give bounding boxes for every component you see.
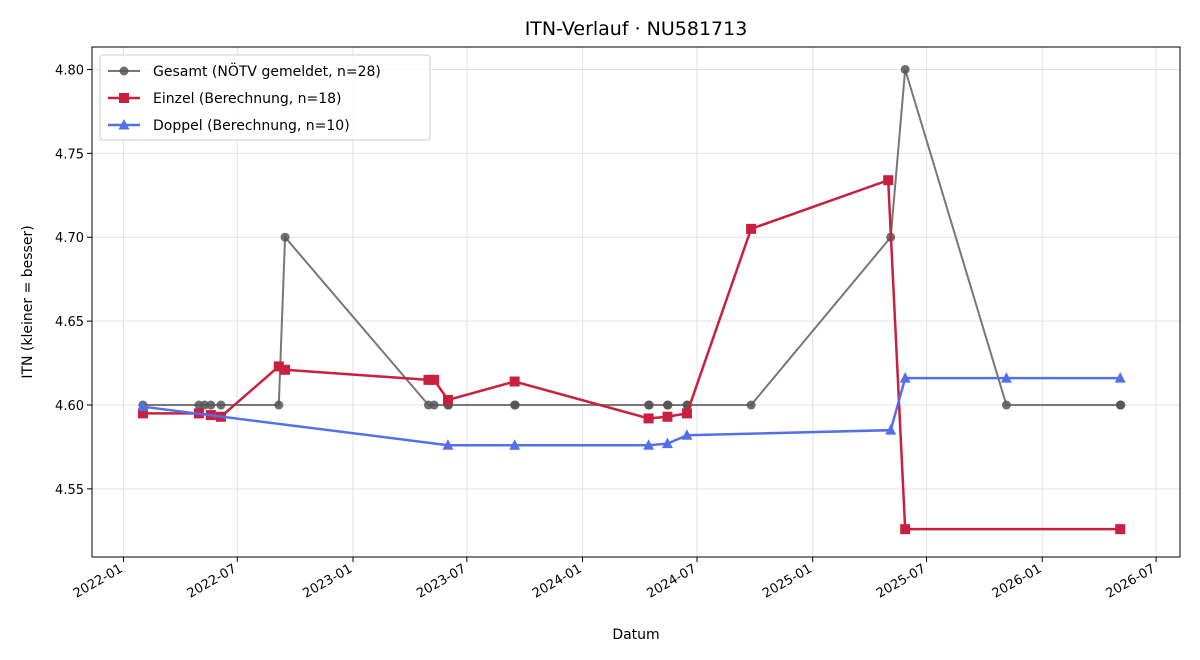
x-tick-label: 2026-01 xyxy=(990,561,1045,601)
data-point xyxy=(1116,400,1126,410)
data-point xyxy=(206,400,216,410)
data-point xyxy=(137,408,148,419)
x-tick-label: 2026-07 xyxy=(1104,561,1159,601)
y-tick-label: 4.60 xyxy=(55,399,84,414)
x-tick-label: 2024-01 xyxy=(530,561,585,601)
x-tick-label: 2023-07 xyxy=(414,561,469,601)
data-point xyxy=(200,400,210,410)
series-layer xyxy=(137,64,1126,535)
data-point xyxy=(661,437,673,449)
legend-marker xyxy=(119,66,129,76)
x-tick-label: 2022-01 xyxy=(71,561,126,601)
legend-marker xyxy=(118,119,130,130)
data-point xyxy=(746,400,756,410)
data-point xyxy=(216,400,226,410)
data-point xyxy=(885,424,897,435)
legend-entry: Gesamt (NÖTV gemeldet, n=28) xyxy=(108,62,381,80)
x-axis-title: Datum xyxy=(612,627,659,643)
data-point xyxy=(1114,372,1126,383)
y-tick-label: 4.70 xyxy=(55,231,84,246)
data-point xyxy=(900,64,910,74)
x-tick-label: 2025-01 xyxy=(760,561,815,601)
legend-entry: Doppel (Berechnung, n=10) xyxy=(108,118,350,134)
x-axis: 2022-01 2022-07 2023-01 2023-07 2024-01 2024-… xyxy=(71,557,1158,602)
series-line xyxy=(142,376,1121,447)
y-tick-label: 4.80 xyxy=(55,63,84,78)
data-point xyxy=(643,439,655,450)
y-tick-label: 4.55 xyxy=(55,483,84,498)
data-point xyxy=(1000,372,1012,383)
legend-entry: Einzel (Berechnung, n=18) xyxy=(108,91,342,107)
plot-frame xyxy=(91,46,1181,558)
data-point xyxy=(681,408,692,419)
x-tick-label: 2024-07 xyxy=(644,561,699,601)
x-tick-label: 2025-07 xyxy=(874,561,929,601)
legend-label: Doppel (Berechnung, n=10) xyxy=(153,118,350,134)
legend: Gesamt (NÖTV gemeldet, n=28) Einzel (Bere… xyxy=(99,54,431,141)
series-triangle-2 xyxy=(137,372,1126,450)
data-point xyxy=(883,175,894,186)
y-axis: 4.55 4.60 4.65 4.70 4.75 4.80 xyxy=(55,63,92,498)
data-point xyxy=(681,429,693,440)
x-tick-label: 2023-01 xyxy=(300,561,355,601)
data-point xyxy=(274,400,284,410)
data-point xyxy=(509,376,520,387)
y-axis-title: ITN (kleiner = besser) xyxy=(20,225,36,378)
data-point xyxy=(429,400,439,410)
data-point xyxy=(509,439,521,450)
data-point xyxy=(1115,524,1126,535)
series-line xyxy=(142,178,1121,531)
data-point xyxy=(273,361,284,372)
data-point xyxy=(663,400,673,410)
data-point xyxy=(643,413,654,424)
chart-title: ITN-Verlauf · NU581713 xyxy=(525,18,748,40)
data-point xyxy=(1001,400,1011,410)
data-point xyxy=(442,439,454,450)
y-tick-label: 4.75 xyxy=(55,147,84,162)
series-square-1 xyxy=(137,175,1126,535)
data-point xyxy=(280,232,290,242)
data-point xyxy=(280,364,291,375)
legend-label: Gesamt (NÖTV gemeldet, n=28) xyxy=(153,62,381,80)
data-point xyxy=(662,411,673,422)
data-point xyxy=(423,374,434,385)
data-point xyxy=(644,400,654,410)
data-point xyxy=(900,524,911,535)
data-point xyxy=(510,400,520,410)
y-tick-label: 4.65 xyxy=(55,315,84,330)
legend-label: Einzel (Berechnung, n=18) xyxy=(153,91,342,107)
x-tick-label: 2022-07 xyxy=(185,561,240,601)
data-point xyxy=(899,372,911,383)
data-point xyxy=(137,400,149,412)
legend-marker xyxy=(119,93,129,103)
data-point xyxy=(746,223,757,234)
data-point xyxy=(429,374,440,385)
legend-box xyxy=(99,54,431,141)
data-point xyxy=(442,394,453,405)
